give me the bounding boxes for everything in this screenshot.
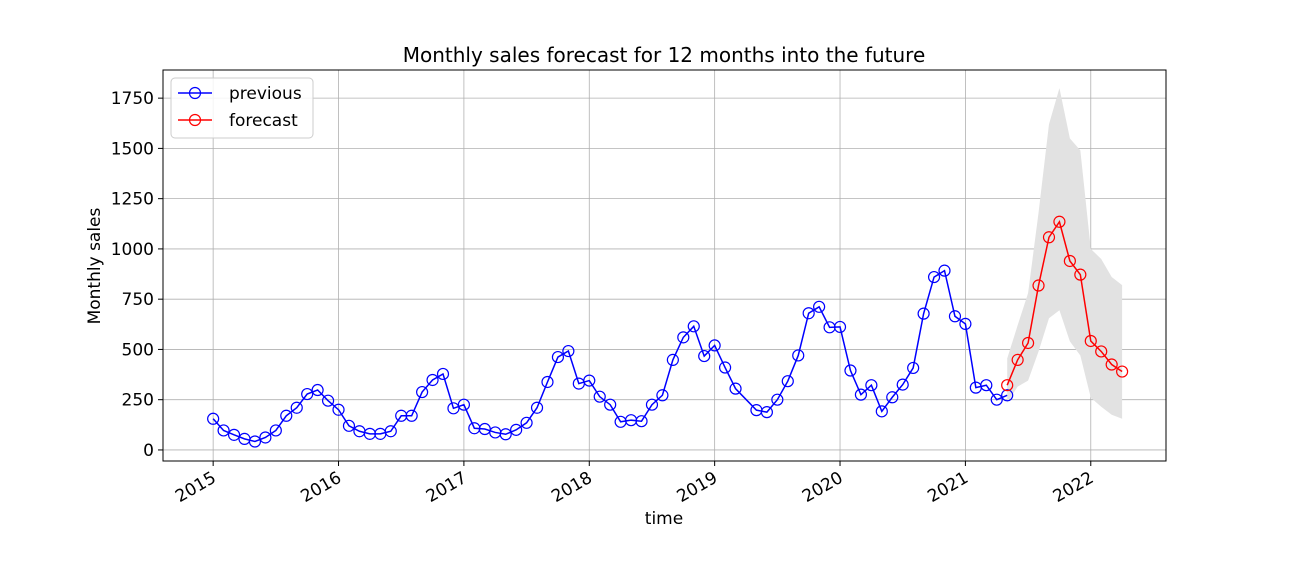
data-point-forecast: [1105, 358, 1118, 371]
data-point-previous: [321, 394, 335, 407]
data-point-previous: [447, 402, 460, 415]
data-point-previous: [729, 382, 742, 395]
data-point-previous: [436, 367, 450, 381]
data-point-previous: [227, 428, 241, 441]
y-axis-label: Monthly sales: [85, 207, 105, 324]
data-point-previous: [802, 307, 815, 320]
data-point-previous: [875, 405, 888, 418]
data-point-previous: [980, 379, 993, 392]
data-point-previous: [698, 349, 711, 363]
data-point-previous: [708, 339, 721, 352]
series-line-previous: [212, 269, 1008, 443]
data-point-previous: [948, 310, 962, 323]
data-point-previous: [844, 364, 857, 377]
data-point-previous: [499, 428, 512, 441]
data-point-previous: [792, 349, 805, 362]
data-point-previous: [280, 409, 293, 422]
data-point-previous: [677, 331, 690, 344]
data-point-forecast: [1116, 365, 1129, 378]
data-point-forecast: [1001, 379, 1014, 392]
data-point-previous: [342, 419, 356, 432]
data-point-previous: [593, 390, 606, 403]
plot-area-frame: [162, 69, 1167, 462]
data-point-forecast: [1095, 345, 1108, 358]
data-point-previous: [259, 431, 272, 444]
data-point-previous: [833, 320, 847, 334]
data-point-forecast: [1032, 279, 1045, 292]
series-previous: [207, 264, 1014, 448]
series-forecast: [1001, 215, 1129, 392]
data-point-previous: [332, 403, 345, 416]
y-tick-label: 1250: [111, 190, 154, 210]
data-point-previous: [311, 383, 324, 397]
y-tick-label: 250: [122, 391, 154, 411]
data-point-previous: [426, 373, 439, 387]
data-point-previous: [635, 415, 648, 428]
data-point-previous: [886, 391, 899, 404]
data-point-previous: [405, 409, 418, 422]
y-axis-ticks: 0 250 500 750 1000 1250 1500 1750: [111, 89, 163, 461]
data-point-previous: [687, 320, 700, 333]
data-point-previous: [854, 388, 868, 401]
y-tick-label: 750: [122, 290, 154, 310]
data-point-previous: [457, 398, 470, 411]
data-point-forecast: [1084, 334, 1097, 348]
data-point-previous: [562, 344, 575, 358]
data-point-previous: [520, 416, 533, 429]
y-tick-label: 500: [122, 340, 154, 360]
legend-label-forecast: forecast: [229, 111, 298, 131]
data-point-previous: [771, 393, 784, 406]
data-point-previous: [583, 374, 596, 387]
data-point-previous: [865, 379, 878, 392]
data-point-previous: [248, 435, 262, 448]
data-point-forecast: [1011, 353, 1024, 366]
data-point-previous: [604, 398, 617, 411]
data-point-forecast: [1042, 231, 1056, 244]
data-point-previous: [645, 398, 659, 411]
legend: previous forecast: [170, 77, 314, 139]
data-point-previous: [217, 424, 230, 437]
data-point-previous: [938, 264, 951, 277]
y-tick-label: 0: [143, 441, 154, 461]
chart-title: Monthly sales forecast for 12 months int…: [403, 43, 926, 67]
data-point-forecast: [1021, 336, 1035, 350]
y-tick-label: 1750: [111, 89, 154, 109]
data-point-previous: [530, 401, 544, 414]
data-point-previous: [656, 389, 669, 402]
data-point-previous: [896, 378, 909, 391]
data-point-previous: [927, 270, 941, 284]
legend-marker-previous: [188, 86, 202, 100]
legend-label-previous: previous: [229, 84, 302, 104]
data-point-previous: [541, 375, 554, 389]
data-point-previous: [666, 353, 679, 366]
data-point-forecast: [1053, 215, 1066, 228]
data-point-previous: [384, 425, 397, 438]
series-layer: [207, 215, 1129, 448]
data-point-previous: [718, 361, 732, 374]
data-point-previous: [510, 423, 523, 436]
data-point-previous: [301, 387, 314, 401]
data-point-previous: [269, 424, 282, 437]
data-point-previous: [290, 401, 303, 414]
y-tick-label: 1500: [111, 139, 154, 159]
data-point-previous: [959, 317, 972, 330]
data-point-forecast: [1074, 268, 1087, 281]
data-point-previous: [907, 361, 920, 375]
data-point-previous: [416, 385, 429, 399]
x-axis-label: time: [645, 509, 683, 529]
data-point-previous: [207, 412, 220, 425]
data-point-previous: [813, 300, 826, 313]
data-point-previous: [551, 350, 565, 364]
data-point-previous: [781, 375, 794, 388]
y-tick-label: 1000: [111, 240, 154, 260]
data-point-forecast: [1063, 254, 1076, 268]
legend-marker-forecast: [188, 113, 202, 127]
data-point-previous: [990, 393, 1003, 406]
data-point-previous: [760, 406, 773, 419]
data-point-previous: [1001, 389, 1014, 402]
series-line-forecast: [1006, 219, 1123, 386]
data-point-previous: [917, 307, 930, 320]
